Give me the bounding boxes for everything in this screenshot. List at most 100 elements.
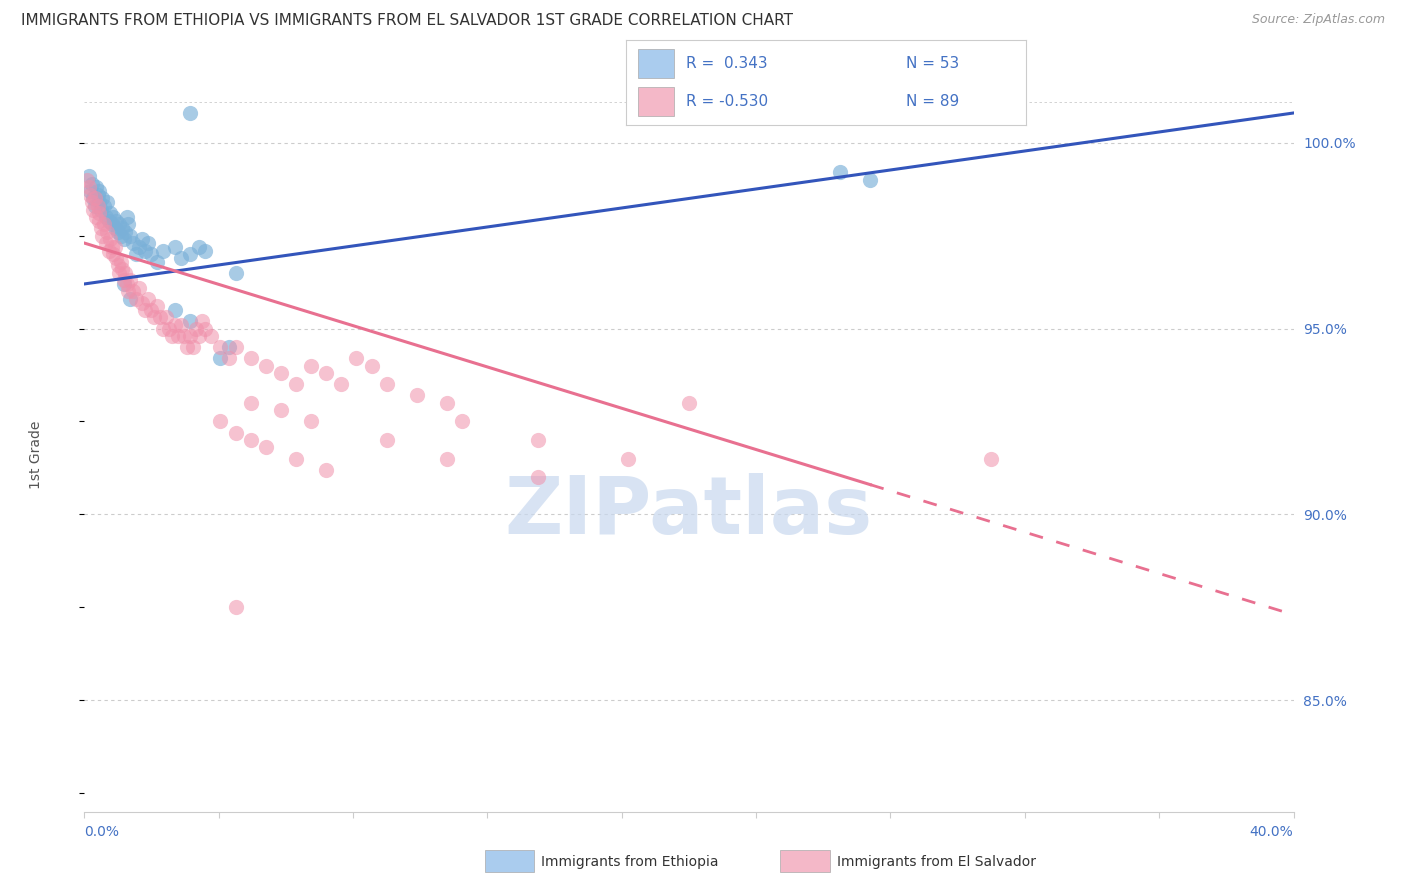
Point: [79, 187, 101, 202]
Point: [194, 321, 217, 335]
Text: 1st Grade: 1st Grade: [30, 421, 44, 489]
Point: [125, 292, 148, 306]
Point: [142, 310, 165, 325]
Point: [114, 266, 136, 280]
Point: [209, 414, 232, 428]
Point: [859, 173, 882, 187]
Point: [82, 202, 104, 217]
Point: [173, 329, 195, 343]
Point: [165, 302, 187, 317]
Point: [87, 199, 110, 213]
Point: [179, 314, 201, 328]
Point: [115, 210, 138, 224]
Point: [91, 191, 114, 205]
Point: [80, 177, 103, 191]
Point: [270, 366, 292, 380]
Point: [94, 210, 117, 224]
Point: [112, 273, 135, 287]
Point: [285, 451, 308, 466]
Point: [451, 414, 474, 428]
Point: [110, 228, 132, 243]
Point: [139, 247, 162, 261]
Point: [167, 329, 190, 343]
Point: [186, 321, 208, 335]
Point: [188, 240, 211, 254]
Point: [191, 314, 214, 328]
Point: [170, 251, 193, 265]
Point: [96, 195, 118, 210]
Point: [527, 433, 550, 447]
Point: [200, 329, 222, 343]
Point: [128, 281, 150, 295]
Point: [89, 213, 111, 227]
Text: ZIPatlas: ZIPatlas: [505, 473, 873, 551]
Point: [179, 106, 201, 120]
Point: [157, 321, 180, 335]
Point: [93, 199, 115, 213]
Point: [98, 206, 121, 220]
Point: [89, 206, 111, 220]
Point: [375, 377, 398, 392]
Point: [111, 262, 134, 277]
Point: [239, 396, 262, 410]
Point: [90, 221, 112, 235]
Point: [80, 195, 103, 210]
Point: [136, 236, 159, 251]
Text: Immigrants from Ethiopia: Immigrants from Ethiopia: [541, 855, 718, 869]
Point: [179, 329, 201, 343]
Point: [84, 199, 107, 213]
Point: [346, 351, 368, 366]
Text: Immigrants from El Salvador: Immigrants from El Salvador: [837, 855, 1036, 869]
Point: [146, 299, 169, 313]
Text: N = 53: N = 53: [905, 56, 959, 71]
Point: [108, 266, 131, 280]
Text: IMMIGRANTS FROM ETHIOPIA VS IMMIGRANTS FROM EL SALVADOR 1ST GRADE CORRELATION CH: IMMIGRANTS FROM ETHIOPIA VS IMMIGRANTS F…: [21, 13, 793, 29]
Point: [134, 244, 156, 258]
Point: [105, 251, 128, 265]
Text: 40.0%: 40.0%: [1250, 825, 1294, 839]
Point: [87, 187, 110, 202]
Point: [101, 247, 124, 261]
Point: [134, 302, 156, 317]
Point: [108, 218, 131, 232]
Point: [107, 225, 129, 239]
Point: [84, 191, 107, 205]
Point: [225, 425, 247, 440]
Point: [77, 169, 100, 184]
Bar: [638, 87, 673, 116]
Point: [225, 266, 247, 280]
Point: [239, 433, 262, 447]
Point: [270, 403, 292, 417]
Point: [678, 396, 700, 410]
Point: [91, 228, 114, 243]
Point: [90, 202, 112, 217]
Point: [617, 451, 640, 466]
Point: [527, 470, 550, 484]
Point: [160, 329, 183, 343]
Text: N = 89: N = 89: [905, 94, 959, 109]
Point: [218, 340, 240, 354]
Point: [117, 285, 139, 299]
Point: [114, 225, 136, 239]
Point: [285, 377, 308, 392]
Point: [436, 396, 458, 410]
Point: [254, 359, 277, 373]
Point: [100, 240, 122, 254]
Point: [149, 310, 172, 325]
Point: [176, 340, 198, 354]
Point: [375, 433, 398, 447]
Point: [118, 292, 141, 306]
Point: [77, 180, 100, 194]
Point: [299, 359, 322, 373]
Point: [89, 195, 111, 210]
Point: [830, 165, 852, 179]
Point: [101, 210, 124, 224]
Point: [360, 359, 382, 373]
Point: [97, 213, 120, 227]
Point: [209, 340, 232, 354]
Point: [155, 310, 177, 325]
Point: [436, 451, 458, 466]
Point: [89, 184, 111, 198]
Point: [86, 180, 108, 194]
Point: [94, 236, 117, 251]
